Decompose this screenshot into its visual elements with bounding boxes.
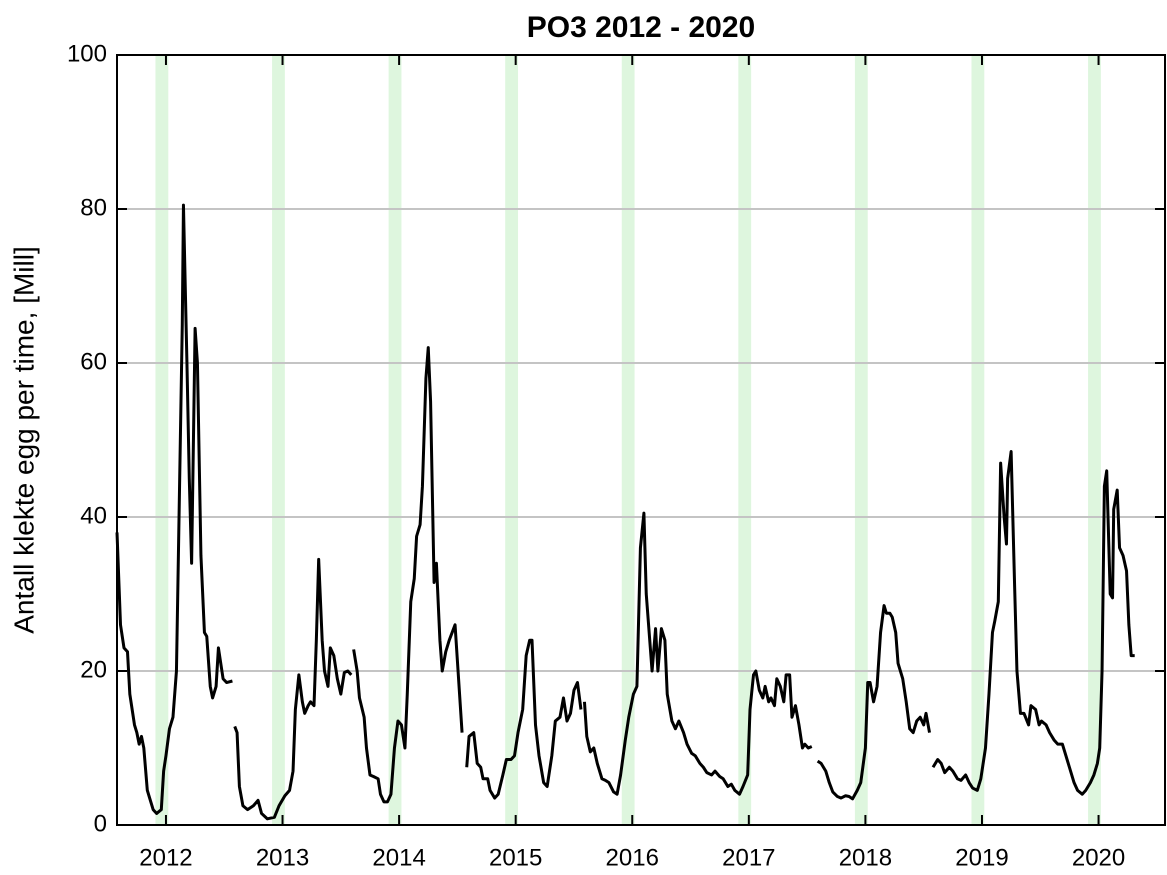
y-tick-label: 40 (80, 502, 107, 529)
x-tick-label: 2014 (372, 844, 425, 871)
y-tick-label: 100 (67, 40, 107, 67)
highlight-band (854, 55, 868, 825)
y-tick-label: 20 (80, 656, 107, 683)
y-tick-label: 60 (80, 348, 107, 375)
x-tick-label: 2017 (722, 844, 775, 871)
x-tick-label: 2020 (1072, 844, 1125, 871)
highlight-band (1088, 55, 1101, 825)
highlight-band (155, 55, 169, 825)
data-line (115, 203, 1135, 821)
highlight-band (621, 55, 635, 825)
x-tick-label: 2016 (606, 844, 659, 871)
x-tick-label: 2015 (489, 844, 542, 871)
chart-title: PO3 2012 - 2020 (527, 11, 756, 44)
x-tick-label: 2019 (955, 844, 1008, 871)
highlight-band (738, 55, 752, 825)
y-tick-label: 0 (94, 810, 107, 837)
x-tick-label: 2012 (139, 844, 192, 871)
x-tick-label: 2013 (256, 844, 309, 871)
highlight-band (272, 55, 285, 825)
plot-frame (116, 54, 1166, 826)
x-tick-label: 2018 (839, 844, 892, 871)
highlight-band (971, 55, 985, 825)
y-tick-label: 80 (80, 194, 107, 221)
highlight-band (388, 55, 402, 825)
highlight-band (505, 55, 519, 825)
y-axis-label: Antall klekte egg per time, [Mill] (8, 246, 39, 634)
